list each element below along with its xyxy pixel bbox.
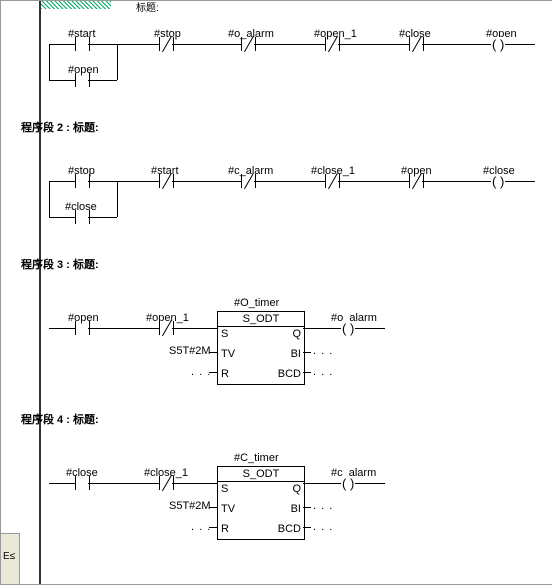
r1-c4-slash <box>409 36 423 50</box>
r3-c0-gap <box>76 325 88 331</box>
r4-c1-slash <box>159 475 172 493</box>
r1-branch-vl <box>49 44 50 80</box>
r2-bc-b <box>89 210 90 224</box>
segment2-title: 程序段 2 : 标题: <box>21 119 99 135</box>
r4-bcd-conn <box>303 527 311 528</box>
r3-bcd-conn <box>303 372 311 373</box>
r3-tv-val: S5T#2M <box>169 345 211 357</box>
r4-in0-label: #close <box>66 467 98 479</box>
r2-coil: ( ) <box>491 174 505 189</box>
r4-bi: BI <box>291 503 301 515</box>
r3-bcd: BCD <box>278 368 301 380</box>
r3-in0-label: #open <box>68 312 99 324</box>
r1-c1-slash <box>159 36 173 50</box>
r1-branch-vr <box>117 44 118 80</box>
r4-bi-conn <box>303 507 311 508</box>
r1-bc-gap <box>76 77 88 83</box>
r3-tv: TV <box>221 348 235 360</box>
r3-s: S <box>221 328 228 340</box>
r4-coil: ( ) <box>341 476 355 491</box>
r1-c0-gap <box>76 41 88 47</box>
ladder-diagram-container: 标题: #start #stop #o_alarm #open_1 #close… <box>0 0 552 585</box>
r1-c2-b <box>255 37 256 51</box>
artifact-text: E≤ <box>3 551 15 562</box>
r1-coil: ( ) <box>491 37 505 52</box>
rung2-line <box>49 181 535 182</box>
r2-c3-b <box>339 174 340 188</box>
r1-c3-b <box>339 37 340 51</box>
r2-c0-b <box>89 174 90 188</box>
r1-el0-label: #start <box>68 28 96 40</box>
r4-tv-conn <box>209 507 217 508</box>
r4-c0-b <box>89 476 90 490</box>
r3-bi-conn <box>303 352 311 353</box>
r4-block-title: #C_timer <box>234 452 279 464</box>
r4-bcd: BCD <box>278 523 301 535</box>
r3-timer-box: S_ODT S Q TV BI R BCD <box>217 311 305 385</box>
r2-c2-slash <box>241 173 254 191</box>
r3-bcd-dots: . . . <box>313 366 333 378</box>
r4-tv-val: S5T#2M <box>169 500 211 512</box>
r3-block-title: #O_timer <box>234 297 279 309</box>
r4-r: R <box>221 523 229 535</box>
r3-r-conn <box>209 372 217 373</box>
r3-c1-b <box>173 321 174 335</box>
segment3-title: 程序段 3 : 标题: <box>21 256 99 272</box>
rung1-line <box>49 44 535 45</box>
r2-c0-gap <box>76 178 88 184</box>
r2-el0-label: #stop <box>68 165 95 177</box>
r3-block-type: S_ODT <box>218 312 304 327</box>
r3-c0-b <box>89 321 90 335</box>
r4-tv: TV <box>221 503 235 515</box>
diagram-area: 标题: #start #stop #o_alarm #open_1 #close… <box>39 1 546 584</box>
r2-c2-b <box>255 174 256 188</box>
r4-c1-b <box>173 476 174 490</box>
left-margin <box>1 1 37 584</box>
r2-c3-slash <box>325 173 338 191</box>
top-hatch-decoration <box>41 1 111 9</box>
r2-branch-vr <box>117 181 118 217</box>
r1-bc-b <box>89 73 90 87</box>
r4-q: Q <box>292 483 301 495</box>
r3-bi-dots: . . . <box>313 345 333 357</box>
segment4-title: 程序段 4 : 标题: <box>21 411 99 427</box>
r1-c0-b <box>89 37 90 51</box>
r2-c4-slash <box>409 173 422 191</box>
r4-bi-dots: . . . <box>313 500 333 512</box>
r3-q: Q <box>292 328 301 340</box>
r3-c1-slash <box>159 320 172 338</box>
r4-timer-box: S_ODT S Q TV BI R BCD <box>217 466 305 540</box>
r1-c1-b <box>173 37 174 51</box>
r4-r-conn <box>209 527 217 528</box>
r2-c1-slash <box>159 173 172 191</box>
r3-tv-conn <box>209 352 217 353</box>
r4-s: S <box>221 483 228 495</box>
r2-bc-gap <box>76 214 88 220</box>
r2-c4-b <box>423 174 424 188</box>
r4-c0-gap <box>76 480 88 486</box>
r4-bcd-dots: . . . <box>313 521 333 533</box>
r1-c2-slash <box>241 36 255 50</box>
r1-branch-label: #open <box>68 64 99 76</box>
top-partial-label: 标题: <box>136 0 159 14</box>
r4-block-type: S_ODT <box>218 467 304 482</box>
r3-bi: BI <box>291 348 301 360</box>
r3-r: R <box>221 368 229 380</box>
r3-coil: ( ) <box>341 321 355 336</box>
bottom-left-artifact: E≤ <box>1 533 20 584</box>
r2-c1-b <box>173 174 174 188</box>
r1-c3-slash <box>325 36 339 50</box>
r2-branch-label: #close <box>65 201 97 213</box>
r1-c4-b <box>423 37 424 51</box>
r2-branch-vl <box>49 181 50 217</box>
